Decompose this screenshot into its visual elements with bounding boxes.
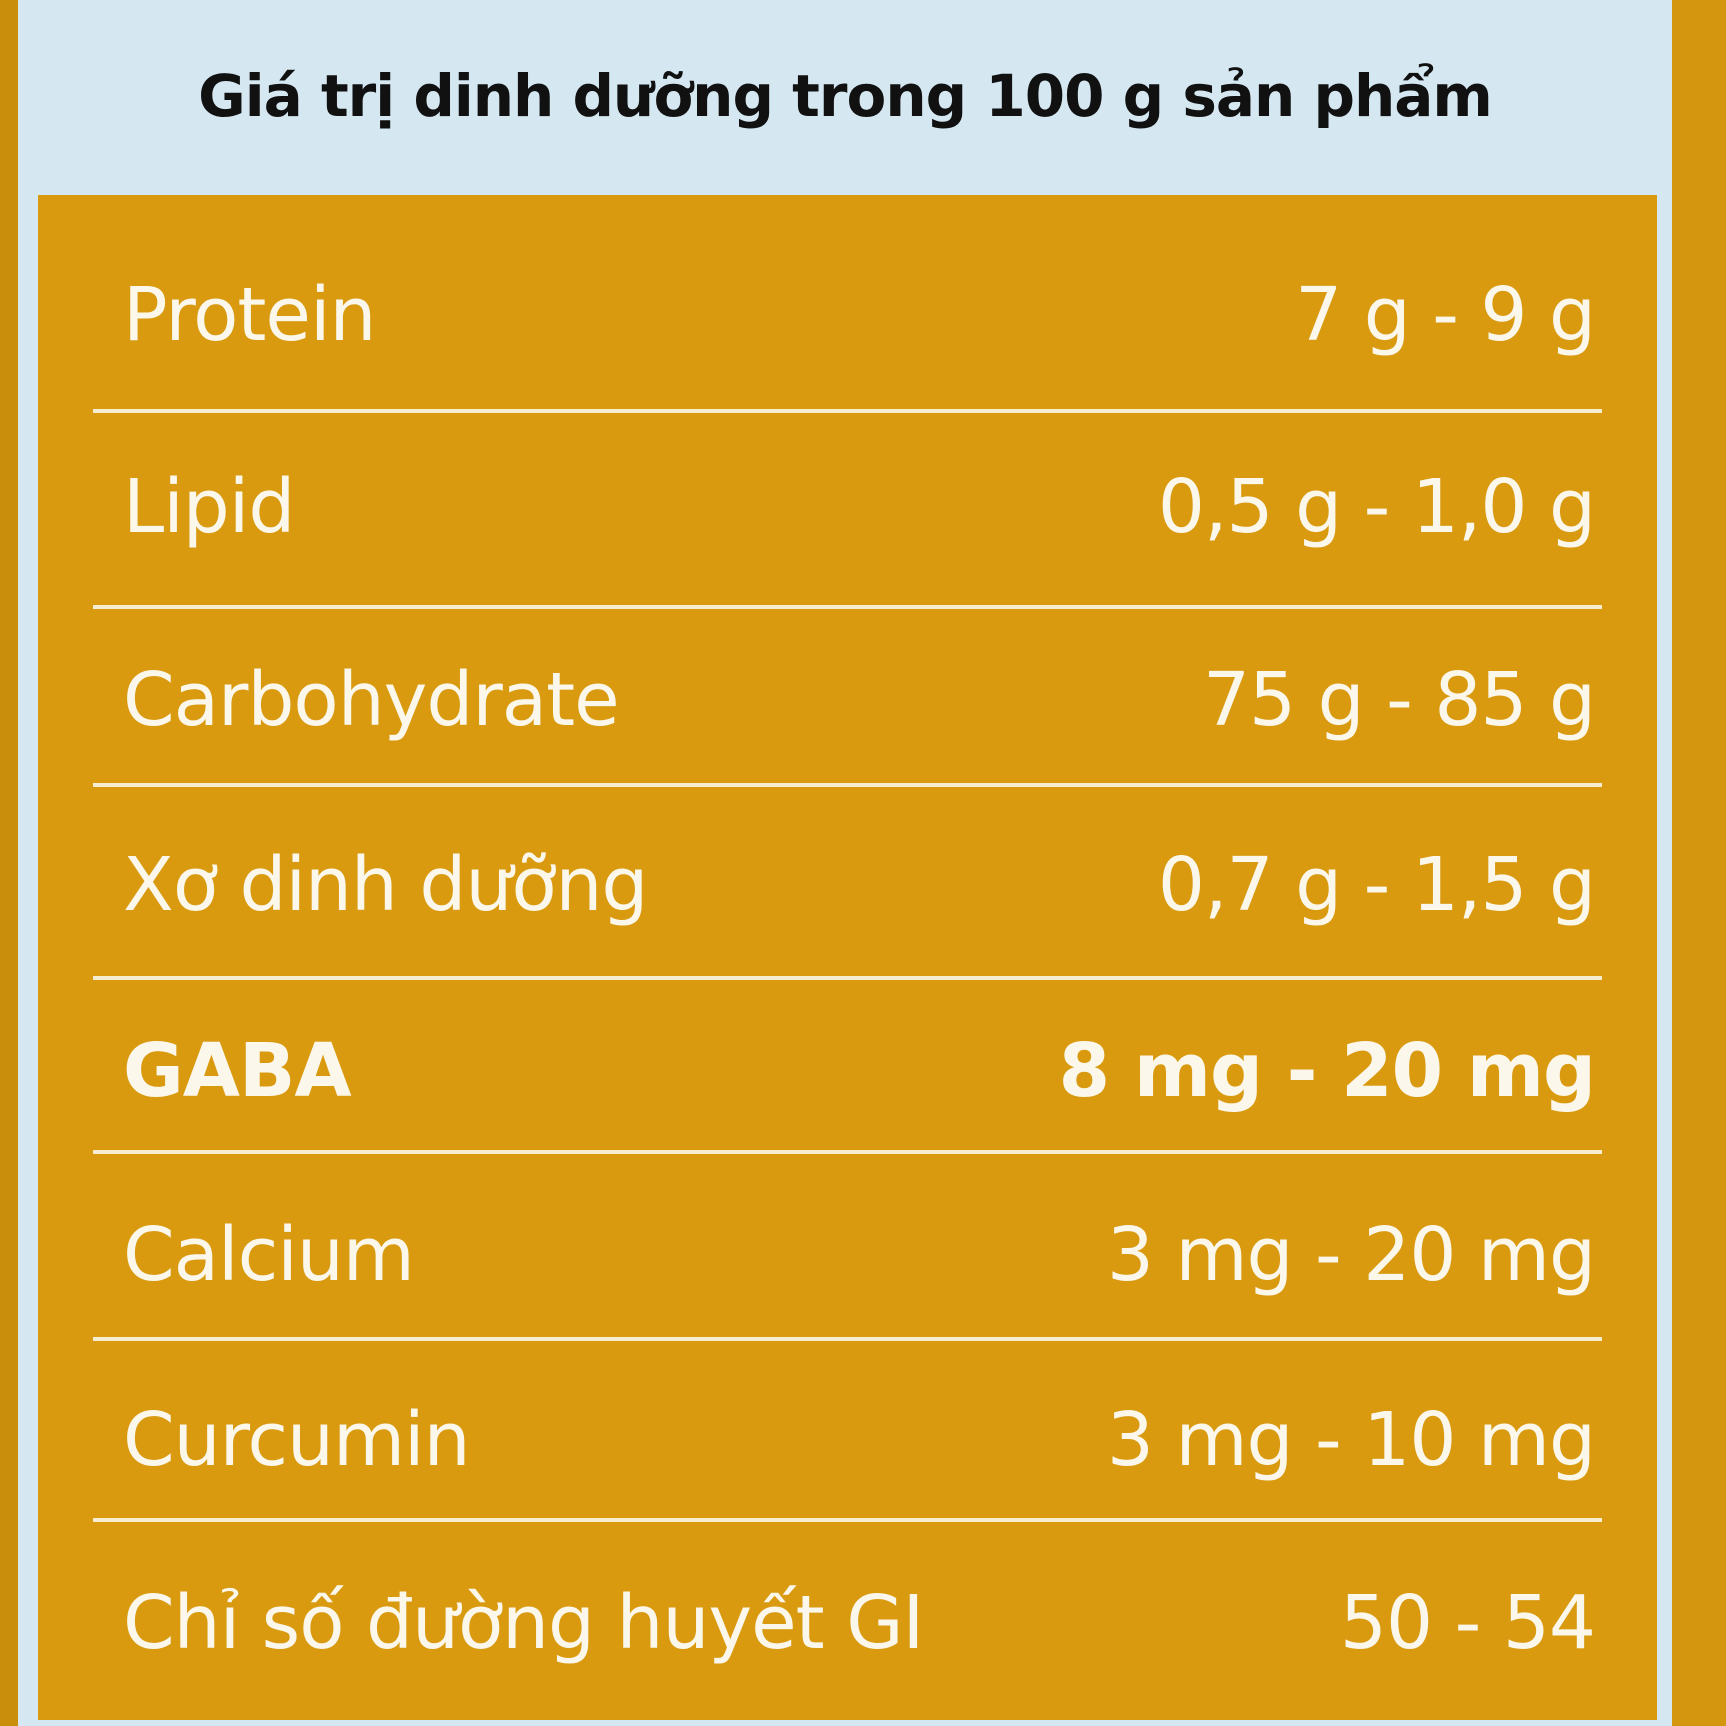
- nutrient-name: Curcumin: [123, 1397, 470, 1483]
- table-row: Calcium 3 mg - 20 mg: [38, 1205, 1657, 1305]
- page-title: Giá trị dinh dưỡng trong 100 g sản phẩm: [198, 62, 1493, 130]
- row-divider: [93, 409, 1602, 413]
- row-divider: [93, 1337, 1602, 1341]
- nutrient-name: Chỉ số đường huyết GI: [123, 1580, 924, 1666]
- table-row: Chỉ số đường huyết GI 50 - 54: [38, 1573, 1657, 1673]
- table-row: Protein 7 g - 9 g: [38, 265, 1657, 365]
- table-row: Curcumin 3 mg - 10 mg: [38, 1390, 1657, 1490]
- nutrient-value: 3 mg - 20 mg: [1106, 1212, 1596, 1298]
- package-edge: [1672, 0, 1726, 1726]
- nutrient-name: GABA: [123, 1028, 352, 1114]
- row-divider: [93, 1150, 1602, 1154]
- row-divider: [93, 1518, 1602, 1522]
- table-row: Carbohydrate 75 g - 85 g: [38, 650, 1657, 750]
- nutrient-value: 8 mg - 20 mg: [1058, 1028, 1596, 1114]
- nutrition-table: Protein 7 g - 9 g Lipid 0,5 g - 1,0 g Carboh…: [38, 195, 1657, 1720]
- nutrient-name: Carbohydrate: [123, 657, 620, 743]
- nutrient-value: 7 g - 9 g: [1295, 272, 1596, 358]
- nutrient-value: 0,5 g - 1,0 g: [1157, 464, 1596, 550]
- row-divider: [93, 783, 1602, 787]
- row-divider: [93, 976, 1602, 980]
- row-divider: [93, 605, 1602, 609]
- nutrient-name: Xơ dinh dưỡng: [123, 842, 648, 928]
- nutrient-value: 50 - 54: [1339, 1580, 1596, 1666]
- nutrient-name: Lipid: [123, 464, 295, 550]
- nutrient-value: 75 g - 85 g: [1202, 657, 1596, 743]
- nutrient-value: 3 mg - 10 mg: [1106, 1397, 1596, 1483]
- nutrient-name: Calcium: [123, 1212, 415, 1298]
- nutrient-name: Protein: [123, 272, 376, 358]
- table-row: Lipid 0,5 g - 1,0 g: [38, 457, 1657, 557]
- table-row: Xơ dinh dưỡng 0,7 g - 1,5 g: [38, 835, 1657, 935]
- table-row: GABA 8 mg - 20 mg: [38, 1021, 1657, 1121]
- nutrient-value: 0,7 g - 1,5 g: [1157, 842, 1596, 928]
